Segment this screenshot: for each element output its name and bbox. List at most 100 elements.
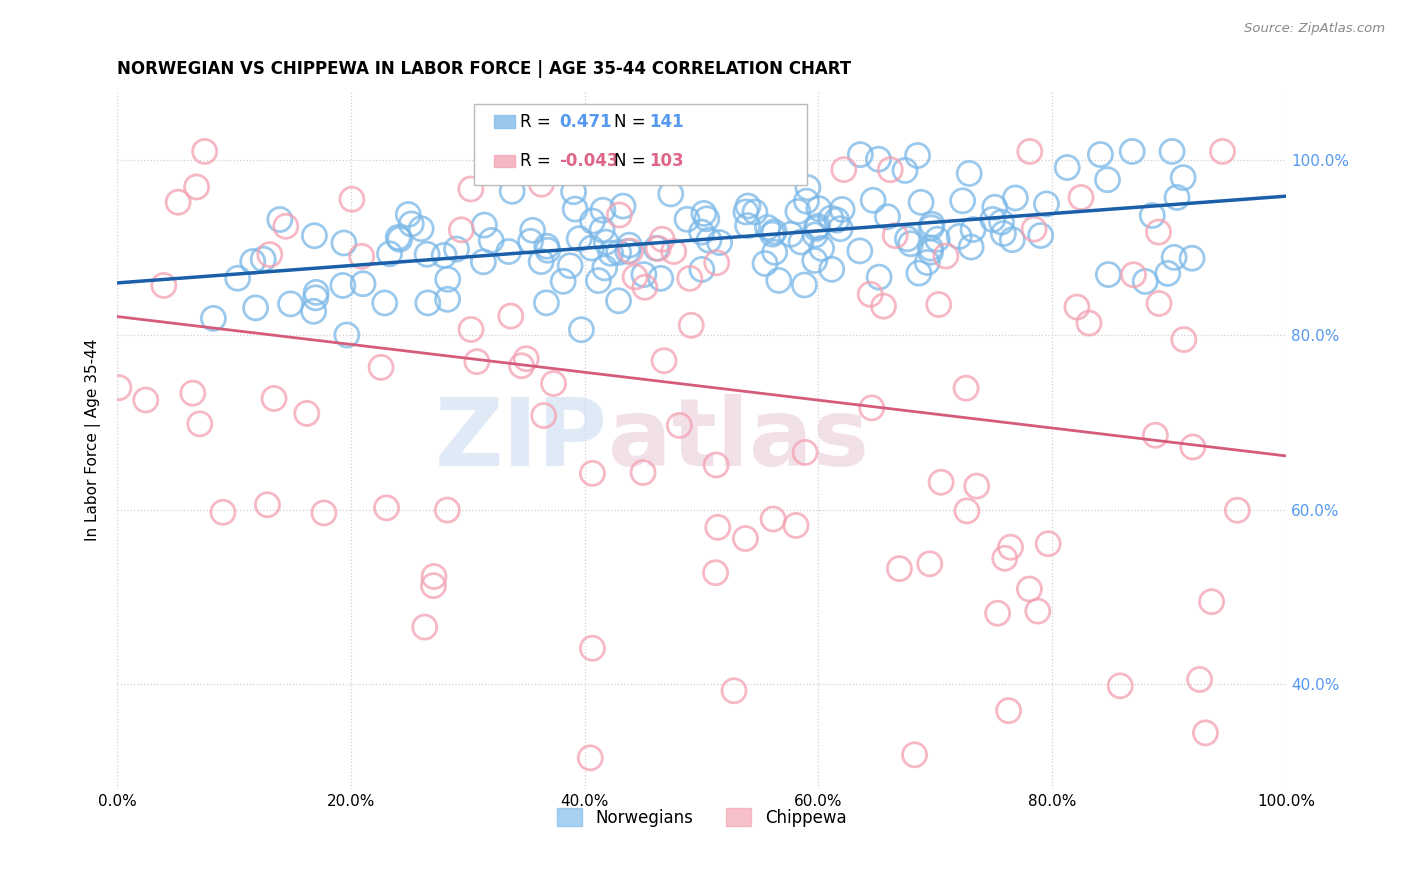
Point <box>593 260 616 275</box>
Point <box>879 162 901 177</box>
Point <box>1026 604 1049 618</box>
Point <box>921 217 943 231</box>
Point <box>510 359 533 373</box>
Point <box>305 291 328 305</box>
Point <box>849 244 872 258</box>
Point <box>1144 428 1167 442</box>
Point <box>907 148 929 162</box>
Point <box>679 271 702 285</box>
Point <box>588 274 610 288</box>
Point <box>524 145 547 159</box>
Point <box>966 479 988 493</box>
Point <box>396 207 419 221</box>
Point <box>571 323 593 337</box>
Point <box>370 360 392 375</box>
Point <box>581 214 603 228</box>
Point <box>280 297 302 311</box>
Text: 0.471: 0.471 <box>560 112 612 131</box>
Point <box>617 244 640 259</box>
Point <box>436 503 458 517</box>
Point <box>820 211 842 226</box>
Point <box>153 278 176 293</box>
Point <box>558 259 581 273</box>
Point <box>568 232 591 246</box>
Point <box>595 235 617 249</box>
Point <box>479 234 502 248</box>
Point <box>433 248 456 262</box>
Text: ZIP: ZIP <box>436 393 609 486</box>
Point <box>859 287 882 301</box>
Point <box>659 186 682 201</box>
Point <box>474 218 496 232</box>
Point <box>872 299 894 313</box>
Point <box>607 293 630 308</box>
Point <box>707 520 730 534</box>
Point <box>519 235 541 249</box>
Point <box>181 386 204 401</box>
Point <box>1038 537 1060 551</box>
Point <box>735 205 758 219</box>
Point <box>706 256 728 270</box>
Point <box>263 392 285 406</box>
Point <box>1004 191 1026 205</box>
Point <box>581 641 603 656</box>
Point <box>274 219 297 234</box>
Point <box>465 354 488 368</box>
Point <box>652 353 675 368</box>
Point <box>807 219 830 234</box>
Point <box>927 232 949 246</box>
Point <box>645 241 668 255</box>
Point <box>957 166 980 180</box>
Point <box>651 232 673 246</box>
Point <box>186 180 208 194</box>
Point <box>993 227 1015 241</box>
Point <box>704 566 727 580</box>
Point <box>1166 190 1188 204</box>
Point <box>226 271 249 285</box>
Point <box>416 247 439 261</box>
Point <box>374 296 396 310</box>
Point <box>884 228 907 243</box>
Point <box>304 228 326 243</box>
Point <box>734 532 756 546</box>
Point <box>796 194 818 208</box>
Point <box>375 500 398 515</box>
Point <box>981 212 1004 227</box>
Point <box>1078 316 1101 330</box>
Point <box>849 147 872 161</box>
Text: NORWEGIAN VS CHIPPEWA IN LABOR FORCE | AGE 35-44 CORRELATION CHART: NORWEGIAN VS CHIPPEWA IN LABOR FORCE | A… <box>117 60 852 78</box>
Point <box>1090 147 1112 161</box>
Point <box>903 747 925 762</box>
Point <box>1000 540 1022 554</box>
Point <box>634 280 657 294</box>
Point <box>821 262 844 277</box>
Point <box>295 406 318 420</box>
Point <box>896 232 918 246</box>
Point <box>1018 145 1040 159</box>
Point <box>1022 222 1045 236</box>
Point <box>422 579 444 593</box>
Text: N =: N = <box>614 112 645 131</box>
Point <box>135 392 157 407</box>
Point <box>536 239 558 253</box>
Text: R =: R = <box>520 152 551 169</box>
Point <box>212 505 235 519</box>
Point <box>624 145 647 159</box>
Point <box>1201 595 1223 609</box>
Text: N =: N = <box>614 152 645 169</box>
Point <box>737 199 759 213</box>
Point <box>378 247 401 261</box>
Point <box>910 195 932 210</box>
Point <box>579 751 602 765</box>
Point <box>572 153 595 168</box>
Point <box>810 241 832 255</box>
Point <box>591 223 613 237</box>
Legend: Norwegians, Chippewa: Norwegians, Chippewa <box>550 802 853 833</box>
Point <box>997 704 1019 718</box>
Point <box>956 504 979 518</box>
Point <box>562 185 585 199</box>
Point <box>1029 228 1052 243</box>
Point <box>446 242 468 256</box>
Point <box>832 162 855 177</box>
Point <box>647 242 669 256</box>
